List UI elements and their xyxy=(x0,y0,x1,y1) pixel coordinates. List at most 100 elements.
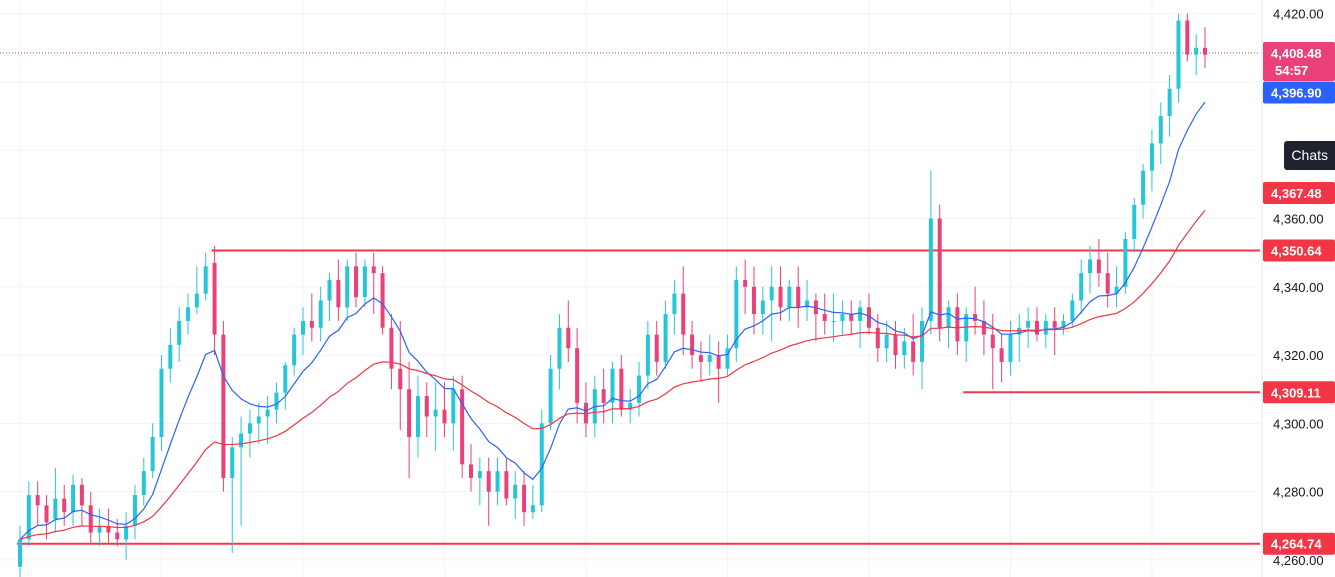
candle-body xyxy=(415,396,420,438)
candle-body xyxy=(106,525,111,533)
candle-body xyxy=(1096,259,1101,274)
candle-body xyxy=(672,293,677,315)
candle-body xyxy=(477,471,482,478)
candle-body xyxy=(681,293,686,335)
level-tag-text: 4,350.64 xyxy=(1271,243,1322,258)
candle-body xyxy=(203,266,208,294)
candle-body xyxy=(796,286,801,308)
candle-body xyxy=(707,355,712,362)
candle-body xyxy=(318,300,323,328)
candle-body xyxy=(221,334,226,478)
candle-body xyxy=(911,341,916,362)
candle-body xyxy=(716,355,721,369)
candle-body xyxy=(805,300,810,308)
current-price-tag-text: 4,408.48 xyxy=(1271,46,1322,61)
candle-body xyxy=(840,314,845,321)
candle-body xyxy=(53,498,58,519)
candle-body xyxy=(990,334,995,349)
candle-body xyxy=(769,286,774,301)
candle-body xyxy=(71,484,76,513)
candle-body xyxy=(256,416,261,424)
y-tick-label: 4,320.00 xyxy=(1273,348,1324,363)
candle-body xyxy=(513,484,518,499)
candle-body xyxy=(345,266,350,308)
candle-body xyxy=(186,307,191,321)
candle-body xyxy=(1070,300,1075,321)
candle-body xyxy=(955,307,960,342)
candle-body xyxy=(928,218,933,321)
candle-body xyxy=(1034,320,1039,335)
candle-body xyxy=(690,334,695,356)
ema-slow-tag xyxy=(1263,181,1335,204)
level-tag xyxy=(1263,532,1335,555)
candle-body xyxy=(1185,20,1190,55)
candle-body xyxy=(1061,320,1066,328)
candle-body xyxy=(247,423,252,434)
level-tag xyxy=(1263,381,1335,404)
chats-button[interactable]: Chats xyxy=(1284,141,1335,170)
candle-body xyxy=(62,498,67,513)
candle-body xyxy=(875,327,880,349)
candle-body xyxy=(743,279,748,287)
y-tick-label: 4,420.00 xyxy=(1273,7,1324,22)
candle-body xyxy=(601,389,606,403)
candle-body xyxy=(460,389,465,465)
candle-body xyxy=(433,409,438,417)
candle-body xyxy=(999,348,1004,362)
candle-body xyxy=(194,293,199,308)
ema-fast-tag xyxy=(1263,81,1335,104)
candle-body xyxy=(787,286,792,308)
candle-body xyxy=(389,327,394,369)
candle-body xyxy=(1043,320,1048,335)
horizontal-levels[interactable] xyxy=(0,52,1260,545)
candle-body xyxy=(760,300,765,315)
candle-body xyxy=(274,392,279,410)
y-tick-label: 4,300.00 xyxy=(1273,416,1324,431)
level-tag-text: 4,264.74 xyxy=(1271,537,1322,552)
candle-body xyxy=(398,368,403,390)
candle-body xyxy=(362,266,367,298)
candle-body xyxy=(44,505,49,523)
candle-body xyxy=(866,307,871,328)
candle-body xyxy=(97,525,102,533)
candle-body xyxy=(637,375,642,403)
candle-body xyxy=(539,423,544,506)
candle-body xyxy=(654,334,659,362)
candle-body xyxy=(354,266,359,298)
candle-body xyxy=(469,464,474,478)
candle-body xyxy=(1052,320,1057,328)
candle-body xyxy=(530,505,535,513)
price-tags: 4,350.64 4,309.11 4,264.74 4,367.48 4,396.90… xyxy=(1263,41,1335,555)
candle-body xyxy=(610,368,615,403)
y-tick-label: 4,280.00 xyxy=(1273,485,1324,500)
candle-body xyxy=(424,396,429,417)
candle-body xyxy=(1176,20,1181,89)
candle-body xyxy=(619,368,624,410)
ema-fast-line xyxy=(19,101,1206,540)
candle-body xyxy=(557,327,562,369)
candle-body xyxy=(150,437,155,472)
candle-body xyxy=(132,495,137,526)
candle-body xyxy=(1141,170,1146,205)
candle-body xyxy=(778,286,783,308)
candle-body xyxy=(973,314,978,321)
candle-body xyxy=(628,402,633,410)
candle-body xyxy=(159,368,164,438)
candle-body xyxy=(442,409,447,424)
candle-body xyxy=(230,447,235,478)
candle-body xyxy=(88,505,93,533)
candle-body xyxy=(177,320,182,345)
y-tick-label: 4,260.00 xyxy=(1273,553,1324,568)
candle-body xyxy=(407,389,412,438)
candle-body xyxy=(1008,334,1013,362)
candle-body xyxy=(265,409,270,417)
price-axis[interactable]: 4,260.00 4,280.00 4,300.00 4,320.00 4,340.00… xyxy=(1261,0,1324,577)
candle-body xyxy=(79,484,84,506)
candle-body xyxy=(1149,143,1154,171)
candle-body xyxy=(292,334,297,366)
candle-body xyxy=(26,495,31,540)
candle-body xyxy=(751,286,756,315)
candle-body xyxy=(300,320,305,335)
y-tick-label: 4,340.00 xyxy=(1273,280,1324,295)
